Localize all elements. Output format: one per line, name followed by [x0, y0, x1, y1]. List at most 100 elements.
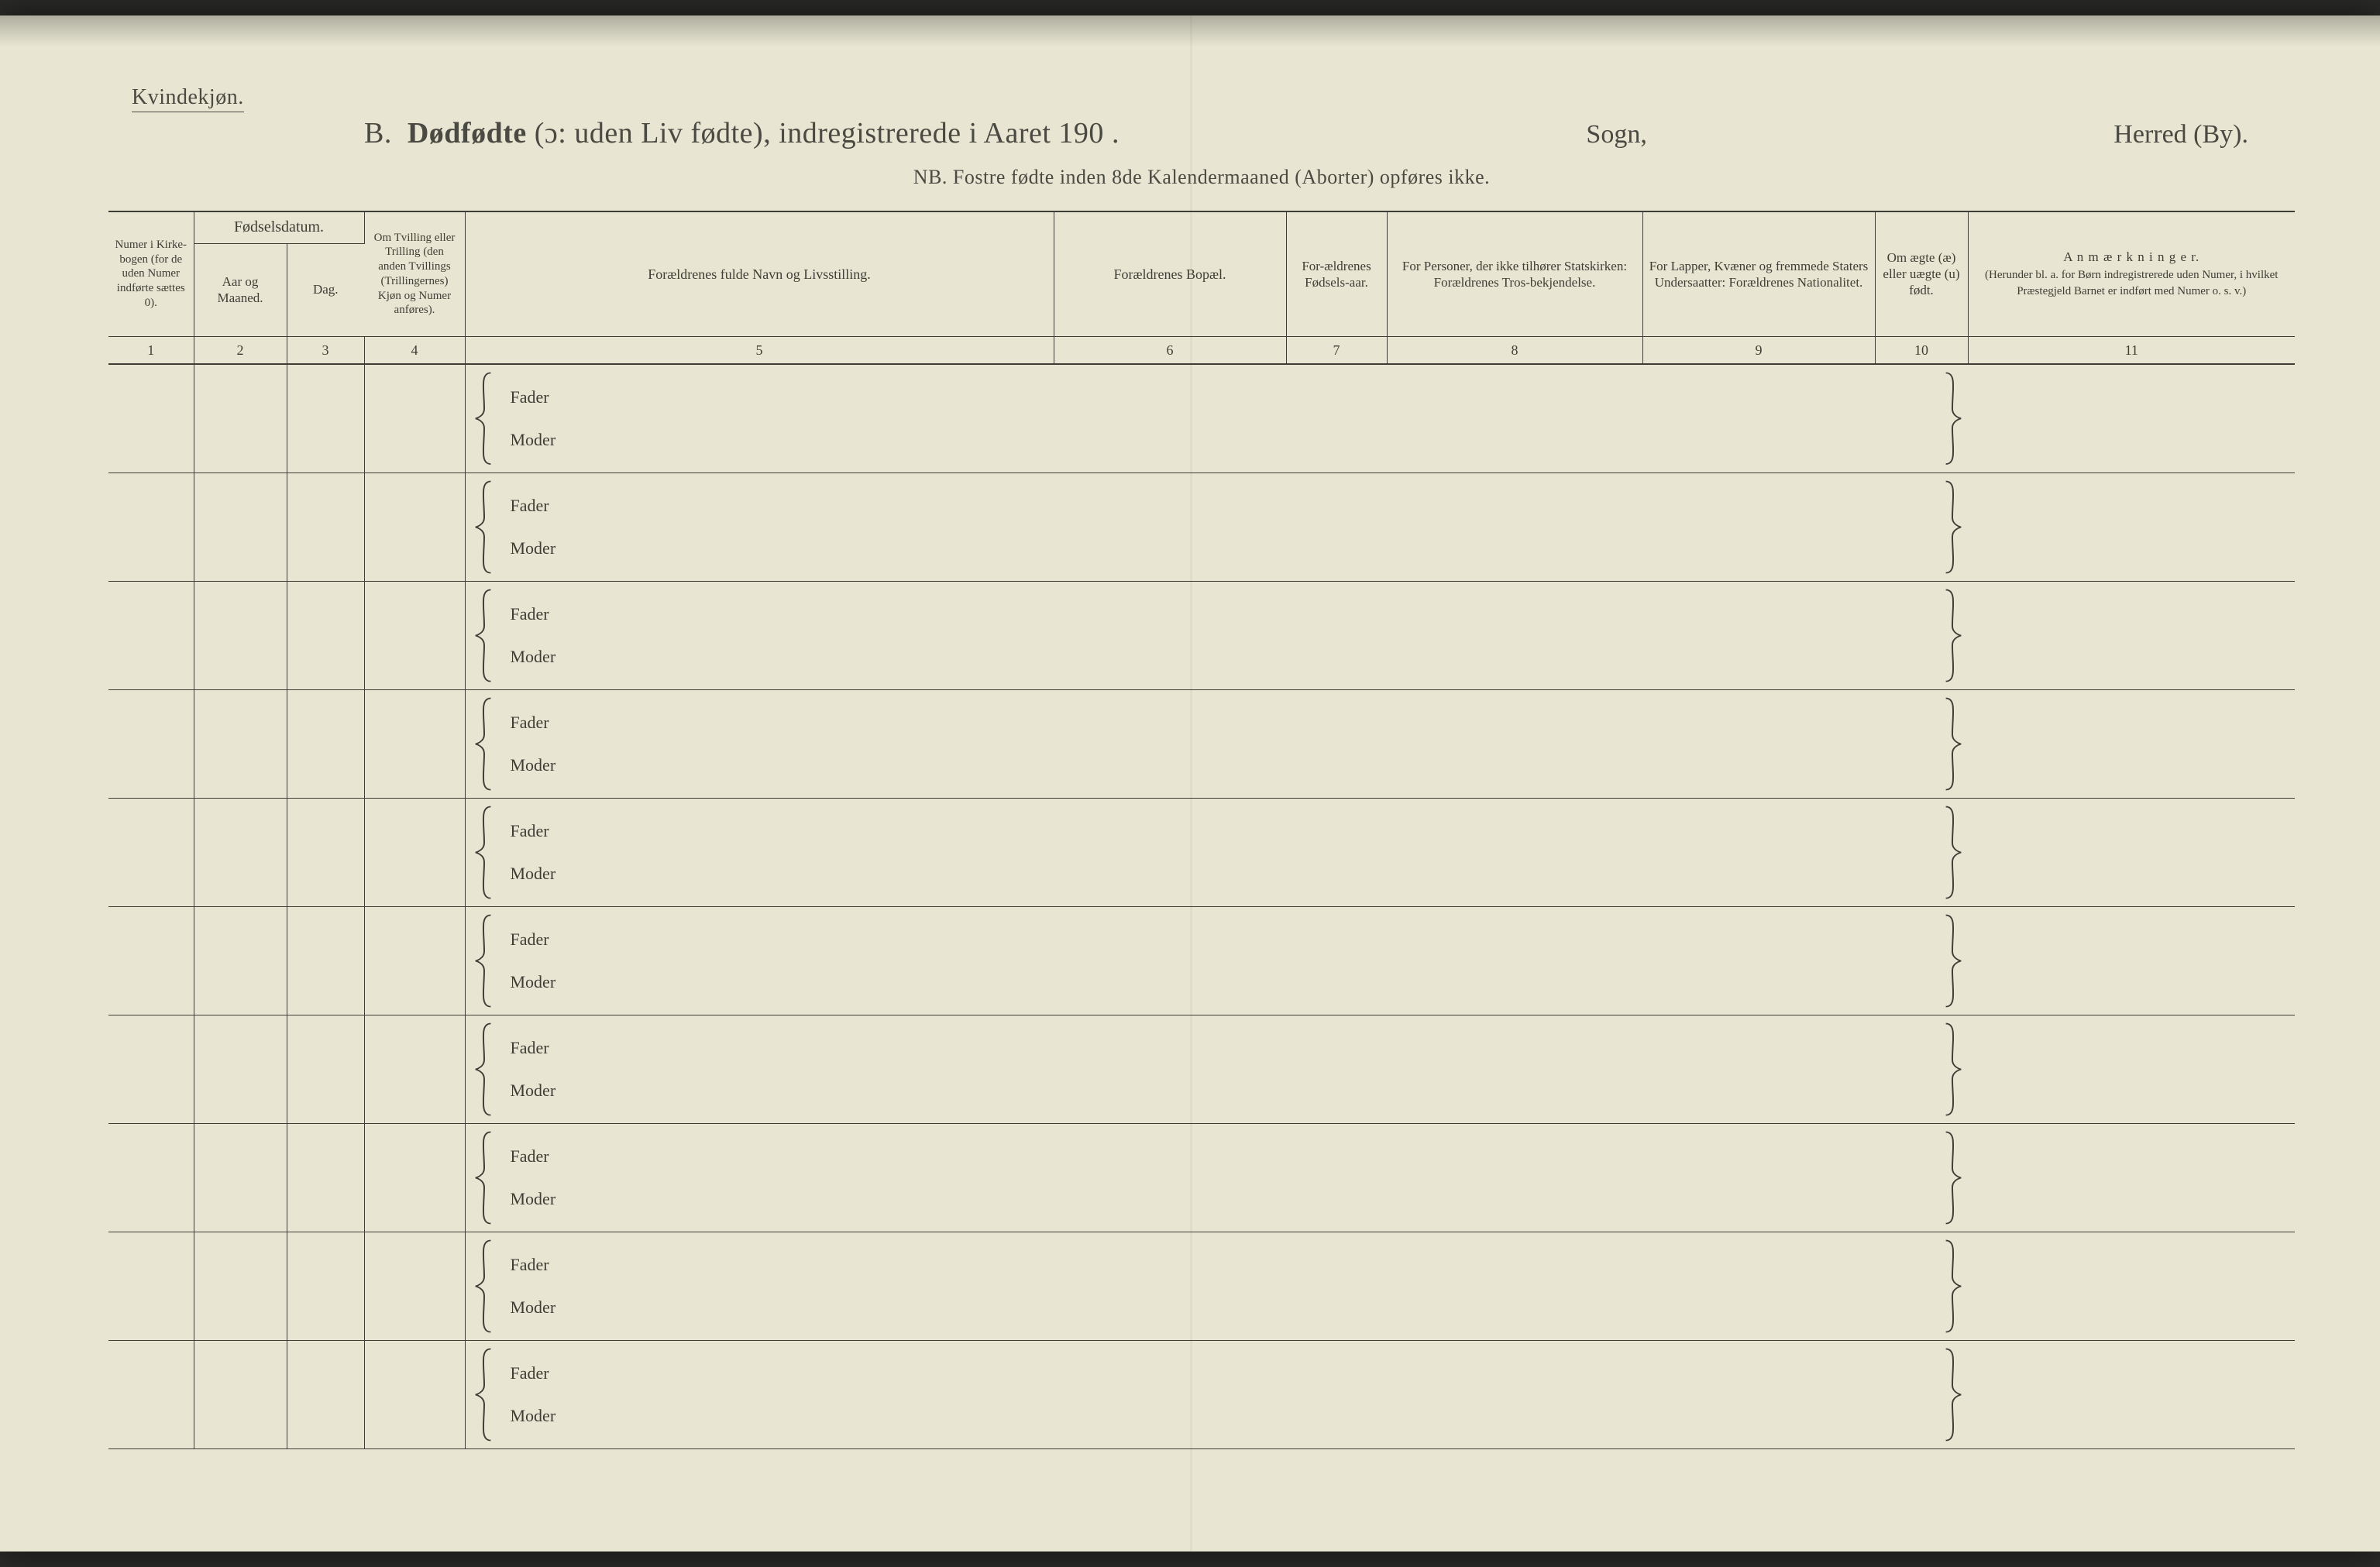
cell-parents: FaderModer [465, 1015, 1054, 1123]
cell-parents: FaderModer [465, 1123, 1054, 1232]
fader-label: Fader [511, 712, 1054, 734]
cell [1387, 473, 1642, 581]
brace-left-icon [473, 805, 495, 900]
cell [364, 906, 465, 1015]
fader-label: Fader [511, 495, 1054, 517]
cell [1387, 364, 1642, 473]
col-header-aegte: Om ægte (æ) eller uægte (u) født. [1875, 212, 1968, 336]
brace-right-icon [1941, 913, 1963, 1009]
cell-aegte [1875, 906, 1968, 1015]
cell [194, 689, 287, 798]
col-header-dag: Dag. [287, 243, 364, 336]
cell [194, 798, 287, 906]
brace-right-icon [1941, 1239, 1963, 1334]
register-table-wrap: Numer i Kirke-bogen (for de uden Numer i… [108, 211, 2295, 1449]
moder-label: Moder [511, 1188, 1054, 1210]
fader-label: Fader [511, 929, 1054, 950]
brace-right-icon [1941, 1022, 1963, 1117]
cell [108, 1015, 194, 1123]
cell [287, 1015, 364, 1123]
cell [194, 906, 287, 1015]
cell [1968, 581, 2295, 689]
title-prefix: B. [364, 117, 392, 149]
anm-sub: (Herunder bl. a. for Børn indregistrered… [1985, 269, 2278, 298]
cell [1642, 689, 1875, 798]
fader-label: Fader [511, 1363, 1054, 1384]
fader-label: Fader [511, 603, 1054, 625]
cell [1642, 1232, 1875, 1340]
cell [287, 798, 364, 906]
cell [364, 1123, 465, 1232]
cell [364, 798, 465, 906]
brace-right-icon [1941, 371, 1963, 466]
sogn-label: Sogn, [1586, 120, 1646, 149]
cell [1286, 1123, 1387, 1232]
fader-label: Fader [511, 387, 1054, 408]
cell [1642, 798, 1875, 906]
cell [1286, 1232, 1387, 1340]
cell [1286, 473, 1387, 581]
cell-parents: FaderModer [465, 473, 1054, 581]
brace-left-icon [473, 371, 495, 466]
cell [364, 473, 465, 581]
cell [108, 1232, 194, 1340]
table-row: FaderModer [108, 1015, 2295, 1123]
cell [1286, 1015, 1387, 1123]
moder-label: Moder [511, 1080, 1054, 1101]
colnum: 1 [108, 336, 194, 364]
col-header-fodselsdatum: Fødselsdatum. [194, 212, 364, 243]
cell [1286, 906, 1387, 1015]
cell [287, 1340, 364, 1448]
col-header-tvilling: Om Tvilling eller Trilling (den anden Tv… [364, 212, 465, 336]
cell-aegte [1875, 1232, 1968, 1340]
anm-title: A n m æ r k n i n g e r. [2063, 249, 2199, 264]
col-header-fodselsaar: For-ældrenes Fødsels-aar. [1286, 212, 1387, 336]
brace-left-icon [473, 1130, 495, 1225]
brace-right-icon [1941, 696, 1963, 792]
cell [1054, 1340, 1286, 1448]
cell [287, 689, 364, 798]
cell-parents: FaderModer [465, 364, 1054, 473]
col-header-aar-maaned: Aar og Maaned. [194, 243, 287, 336]
title-dot: . [1112, 117, 1119, 149]
col-header-foraeldre-navn: Forældrenes fulde Navn og Livsstilling. [465, 212, 1054, 336]
cell [364, 689, 465, 798]
cell [287, 906, 364, 1015]
cell [1054, 689, 1286, 798]
brace-left-icon [473, 696, 495, 792]
cell [1642, 906, 1875, 1015]
cell [1054, 364, 1286, 473]
cell [194, 364, 287, 473]
cell-aegte [1875, 364, 1968, 473]
cell [1286, 798, 1387, 906]
fader-label: Fader [511, 1254, 1054, 1276]
cell [1054, 798, 1286, 906]
cell [194, 1015, 287, 1123]
cell [1968, 364, 2295, 473]
cell [287, 364, 364, 473]
cell [1968, 1340, 2295, 1448]
cell [108, 581, 194, 689]
table-row: Fader Moder [108, 1340, 2295, 1448]
moder-label: Moder [511, 1405, 1054, 1427]
cell [1054, 581, 1286, 689]
title-bold: Dødfødte [408, 117, 527, 149]
cell [287, 473, 364, 581]
cell-parents: Fader Moder [465, 1340, 1054, 1448]
cell [1387, 1340, 1642, 1448]
brace-right-icon [1941, 1347, 1963, 1442]
cell [1054, 473, 1286, 581]
cell [1387, 1232, 1642, 1340]
title-rest: (ɔ: uden Liv fødte), indregistrerede i A… [535, 117, 1104, 149]
cell [1968, 1015, 2295, 1123]
brace-right-icon [1941, 479, 1963, 575]
table-row: FaderModer [108, 1123, 2295, 1232]
cell [1387, 581, 1642, 689]
cell-aegte [1875, 798, 1968, 906]
table-row: FaderModer [108, 1232, 2295, 1340]
cell-aegte [1875, 1123, 1968, 1232]
subtitle-note: NB. Fostre fødte inden 8de Kalendermaane… [108, 166, 2295, 189]
table-row: FaderModer [108, 906, 2295, 1015]
cell [1642, 581, 1875, 689]
cell-parents: FaderModer [465, 581, 1054, 689]
